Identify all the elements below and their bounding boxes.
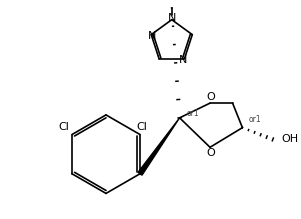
Text: N: N xyxy=(179,55,188,65)
Text: or1: or1 xyxy=(187,110,200,118)
Text: or1: or1 xyxy=(249,115,262,124)
Text: Cl: Cl xyxy=(137,122,147,132)
Polygon shape xyxy=(138,118,180,175)
Text: OH: OH xyxy=(282,134,299,145)
Text: Cl: Cl xyxy=(59,122,70,132)
Text: O: O xyxy=(206,92,216,102)
Text: O: O xyxy=(206,148,216,158)
Text: N: N xyxy=(148,31,157,41)
Text: N: N xyxy=(168,13,176,23)
